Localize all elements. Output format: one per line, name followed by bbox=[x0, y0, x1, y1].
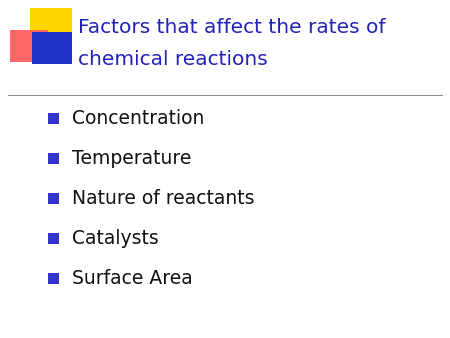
Text: chemical reactions: chemical reactions bbox=[78, 50, 268, 69]
Text: Concentration: Concentration bbox=[72, 110, 204, 128]
Bar bbox=[48, 273, 59, 284]
Bar bbox=[32, 32, 72, 64]
Text: Surface Area: Surface Area bbox=[72, 269, 193, 289]
Text: Catalysts: Catalysts bbox=[72, 230, 159, 248]
Bar bbox=[30, 8, 72, 46]
Text: Temperature: Temperature bbox=[72, 149, 191, 169]
Bar bbox=[48, 193, 59, 204]
Bar bbox=[48, 233, 59, 244]
Text: Nature of reactants: Nature of reactants bbox=[72, 190, 255, 209]
Bar bbox=[48, 113, 59, 124]
Bar bbox=[10, 30, 48, 62]
Text: Factors that affect the rates of: Factors that affect the rates of bbox=[78, 18, 386, 37]
Bar bbox=[48, 153, 59, 164]
